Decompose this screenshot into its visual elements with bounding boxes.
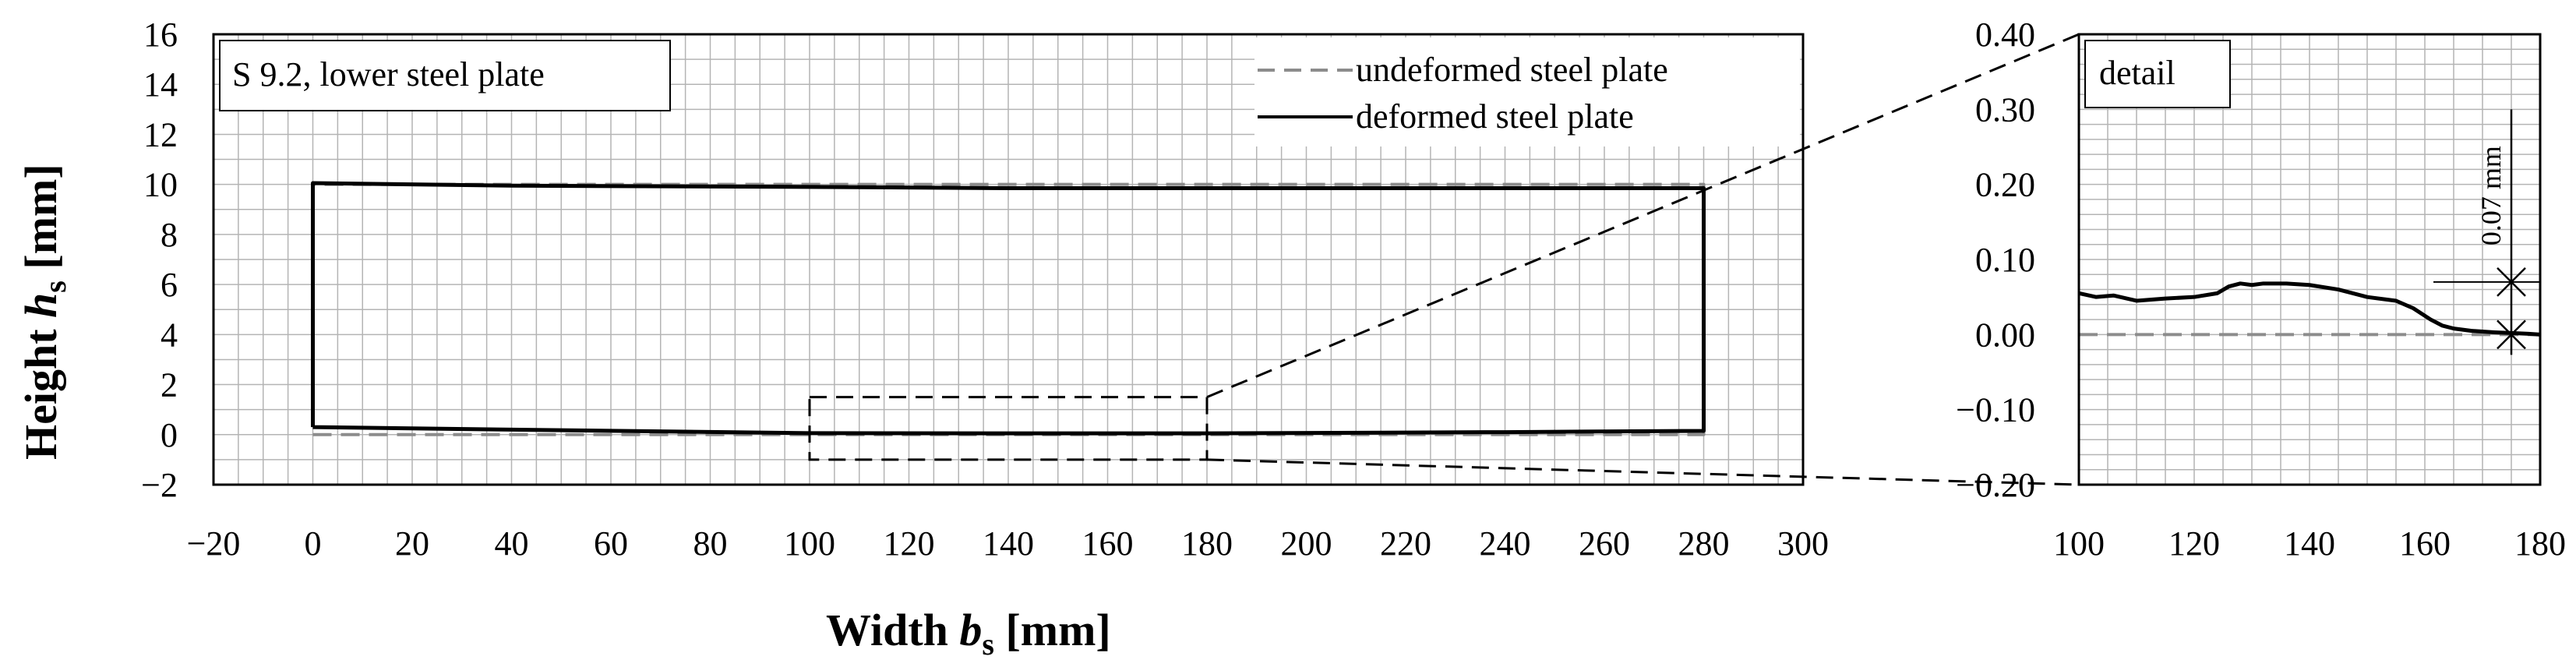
- main-y-tick-label: 10: [143, 166, 178, 204]
- main-y-tick-labels: −2 0 2 4 6 8 10 12 14 16: [141, 16, 178, 504]
- main-y-tick-label: 16: [143, 16, 178, 54]
- detail-y-tick-label: 0.30: [1975, 90, 2035, 129]
- detail-x-tick-label: 180: [2514, 524, 2566, 563]
- zoom-connector-bottom: [1206, 458, 2080, 486]
- detail-y-tick-label: −0.20: [1956, 466, 2035, 504]
- main-x-tick-label: 40: [495, 524, 529, 563]
- main-x-tick-label: 300: [1777, 524, 1829, 563]
- dimension-label: 0.07 mm: [2475, 146, 2507, 245]
- main-y-tick-label: −2: [141, 466, 178, 504]
- detail-plot-frame: [2077, 33, 2542, 486]
- dimension-tick: [2497, 319, 2526, 350]
- main-x-tick-label: 20: [395, 524, 429, 563]
- detail-series-group: [2078, 281, 2541, 337]
- main-x-tick-label: 120: [884, 524, 935, 563]
- detail-y-tick-labels: −0.20 −0.10 0.00 0.10 0.20 0.30 0.40: [1956, 16, 2035, 504]
- main-x-tick-label: 60: [594, 524, 628, 563]
- detail-deformed-line: [2078, 281, 2541, 337]
- main-x-tick-label: 140: [983, 524, 1034, 563]
- main-x-tick-label: 200: [1281, 524, 1332, 563]
- detail-y-tick-label: 0.10: [1975, 241, 2035, 279]
- main-x-tick-label: 100: [784, 524, 835, 563]
- detail-y-tick-label: 0.20: [1975, 166, 2035, 204]
- main-y-tick-label: 6: [161, 266, 178, 304]
- detail-region-rect: [808, 396, 1209, 461]
- main-x-tick-label: 180: [1181, 524, 1233, 563]
- main-x-tick-label: 80: [693, 524, 728, 563]
- detail-y-tick-label: 0.40: [1975, 16, 2035, 54]
- y-axis-title: Height hs [mm]: [16, 164, 72, 460]
- deformed-plate-line: [311, 181, 1706, 436]
- legend-label-deformed: deformed steel plate: [1356, 97, 1634, 136]
- main-y-tick-label: 14: [143, 65, 178, 104]
- x-axis-title: Width bs [mm]: [826, 605, 1111, 662]
- main-x-tick-label: 280: [1678, 524, 1730, 563]
- legend: undeformed steel plate deformed steel pl…: [1254, 37, 1800, 146]
- main-label-box-text: S 9.2, lower steel plate: [232, 55, 545, 94]
- main-y-tick-label: 0: [161, 416, 178, 454]
- main-x-tick-label: −20: [187, 524, 241, 563]
- main-x-tick-label: 160: [1082, 524, 1134, 563]
- detail-x-tick-labels: 100 120 140 160 180: [2053, 524, 2566, 563]
- detail-x-tick-label: 140: [2284, 524, 2335, 563]
- detail-label-box-text: detail: [2099, 54, 2175, 92]
- main-y-tick-label: 8: [161, 216, 178, 254]
- legend-label-undeformed: undeformed steel plate: [1356, 51, 1668, 89]
- main-x-tick-label: 220: [1380, 524, 1431, 563]
- main-y-tick-label: 4: [161, 316, 178, 354]
- main-x-tick-label: 0: [305, 524, 322, 563]
- detail-y-tick-label: 0.00: [1975, 316, 2035, 354]
- detail-x-tick-label: 120: [2168, 524, 2220, 563]
- dimension-annotation: [2433, 109, 2540, 355]
- main-label-box: [219, 40, 671, 111]
- zoom-connectors: [808, 33, 2080, 486]
- legend-background: [1254, 37, 1800, 146]
- detail-y-tick-label: −0.10: [1956, 391, 2035, 429]
- detail-x-tick-label: 100: [2053, 524, 2105, 563]
- main-y-tick-label: 12: [143, 115, 178, 154]
- dimension-tick: [2497, 267, 2526, 297]
- detail-label-box: [2084, 40, 2231, 108]
- main-plot-frame: [212, 33, 1805, 486]
- main-x-tick-label: 260: [1579, 524, 1630, 563]
- main-y-tick-label: 2: [161, 366, 178, 404]
- detail-x-tick-label: 160: [2399, 524, 2451, 563]
- main-series-group: [311, 181, 1706, 436]
- main-x-tick-labels: −20 0 20 40 60 80 100 120 140 160 180 200 220 240 260 2…: [187, 524, 1829, 563]
- main-x-tick-label: 240: [1480, 524, 1531, 563]
